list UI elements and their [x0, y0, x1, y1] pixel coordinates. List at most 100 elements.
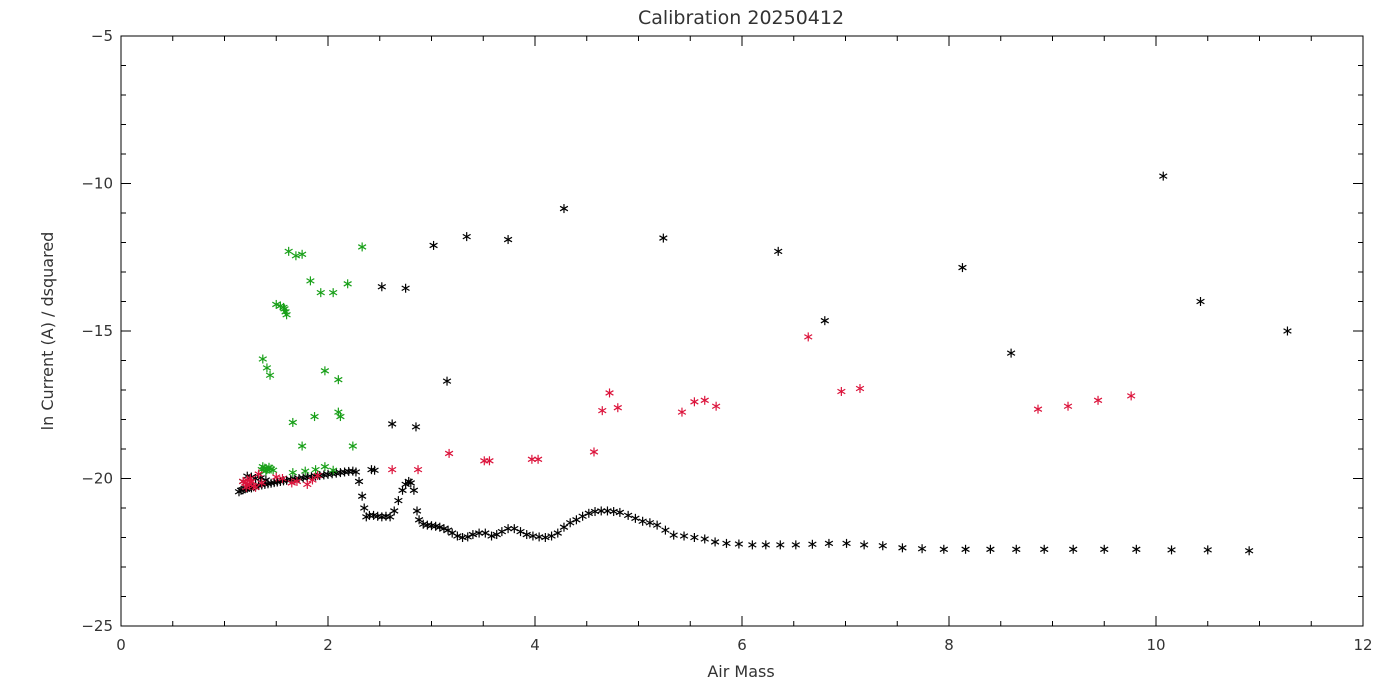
data-point: [503, 235, 513, 245]
data-point: [297, 249, 307, 259]
data-point: [334, 375, 343, 385]
data-point: [1283, 326, 1292, 336]
data-point: [761, 540, 771, 550]
data-point: [1012, 544, 1021, 554]
data-point: [394, 496, 403, 506]
data-point: [631, 513, 640, 523]
data-point: [306, 276, 315, 286]
data-point: [939, 544, 949, 554]
x-tick-label: 4: [530, 636, 540, 654]
data-point: [1196, 297, 1205, 306]
data-point: [316, 288, 325, 298]
data-point: [700, 395, 709, 405]
x-tick-label: 8: [944, 636, 954, 654]
data-point: [487, 531, 496, 541]
data-point: [414, 515, 424, 525]
data-point: [645, 518, 655, 528]
data-point: [291, 251, 301, 261]
data-point: [855, 384, 865, 394]
data-point: [287, 478, 296, 488]
y-axis-title: ln Current (A) / dsquared: [38, 232, 57, 431]
data-point: [406, 478, 415, 488]
data-point: [246, 474, 255, 483]
data-point: [297, 441, 307, 451]
data-point: [652, 520, 662, 530]
data-point: [310, 412, 319, 422]
data-point: [444, 448, 454, 458]
data-point: [242, 482, 251, 492]
data-point: [1159, 171, 1168, 181]
data-point: [878, 541, 887, 551]
data-point: [986, 544, 995, 554]
chart-title: Calibration 20250412: [638, 7, 844, 29]
data-point: [1069, 544, 1078, 554]
data-point: [268, 465, 278, 475]
data-point: [292, 476, 302, 486]
data-point: [254, 469, 263, 479]
data-point: [377, 282, 387, 292]
y-tick-label: −5: [91, 27, 113, 45]
data-point: [917, 544, 927, 554]
data-point: [401, 283, 410, 293]
data-point: [690, 397, 699, 407]
data-point: [533, 454, 543, 464]
data-point: [390, 506, 399, 516]
data-point: [824, 538, 834, 548]
x-tick-label: 2: [323, 636, 333, 654]
data-point: [278, 474, 287, 483]
data-point: [842, 538, 851, 548]
data-point: [257, 478, 266, 488]
data-point: [284, 246, 293, 256]
data-point: [343, 279, 352, 289]
data-point: [677, 407, 687, 417]
data-points: [234, 171, 1292, 556]
data-point: [360, 503, 369, 513]
y-tick-label: −25: [81, 617, 113, 635]
x-tick-label: 12: [1353, 636, 1372, 654]
y-tick-label: −20: [81, 470, 113, 488]
data-point: [559, 204, 569, 214]
data-point: [435, 522, 444, 532]
data-point: [328, 465, 338, 475]
data-point: [661, 525, 670, 535]
data-point: [837, 386, 846, 396]
data-point: [357, 242, 367, 252]
data-point: [1093, 395, 1103, 405]
axis-tick-labels: 0 2 4 6 8 10 12 −25 −20 −15 −10 −5: [81, 27, 1372, 654]
data-point: [722, 538, 731, 548]
x-tick-label: 6: [737, 636, 747, 654]
data-point: [303, 479, 312, 489]
x-tick-label: 10: [1146, 636, 1165, 654]
data-point: [272, 299, 281, 309]
data-point: [598, 406, 607, 416]
data-point: [1006, 348, 1016, 358]
data-point: [711, 401, 721, 411]
data-point: [820, 316, 829, 326]
data-point: [638, 516, 647, 526]
data-point: [1244, 546, 1254, 556]
series-2: [257, 242, 367, 478]
data-point: [265, 370, 275, 380]
x-tick-label: 0: [116, 636, 126, 654]
axis-ticks: [120, 35, 1364, 627]
data-point: [679, 531, 689, 541]
data-point: [1063, 401, 1073, 411]
data-point: [1132, 544, 1141, 554]
data-point: [1167, 545, 1176, 555]
data-point: [351, 467, 361, 477]
data-point: [370, 465, 379, 475]
data-point: [559, 522, 569, 532]
data-point: [1126, 391, 1136, 401]
data-point: [605, 388, 614, 398]
data-point: [859, 540, 869, 550]
data-point: [439, 524, 449, 534]
data-point: [354, 476, 364, 486]
data-point: [584, 508, 594, 518]
data-point: [700, 534, 709, 544]
data-point: [553, 528, 562, 538]
x-axis-title: Air Mass: [707, 662, 774, 681]
data-point: [258, 354, 267, 364]
data-point: [251, 482, 260, 492]
data-point: [313, 471, 322, 481]
